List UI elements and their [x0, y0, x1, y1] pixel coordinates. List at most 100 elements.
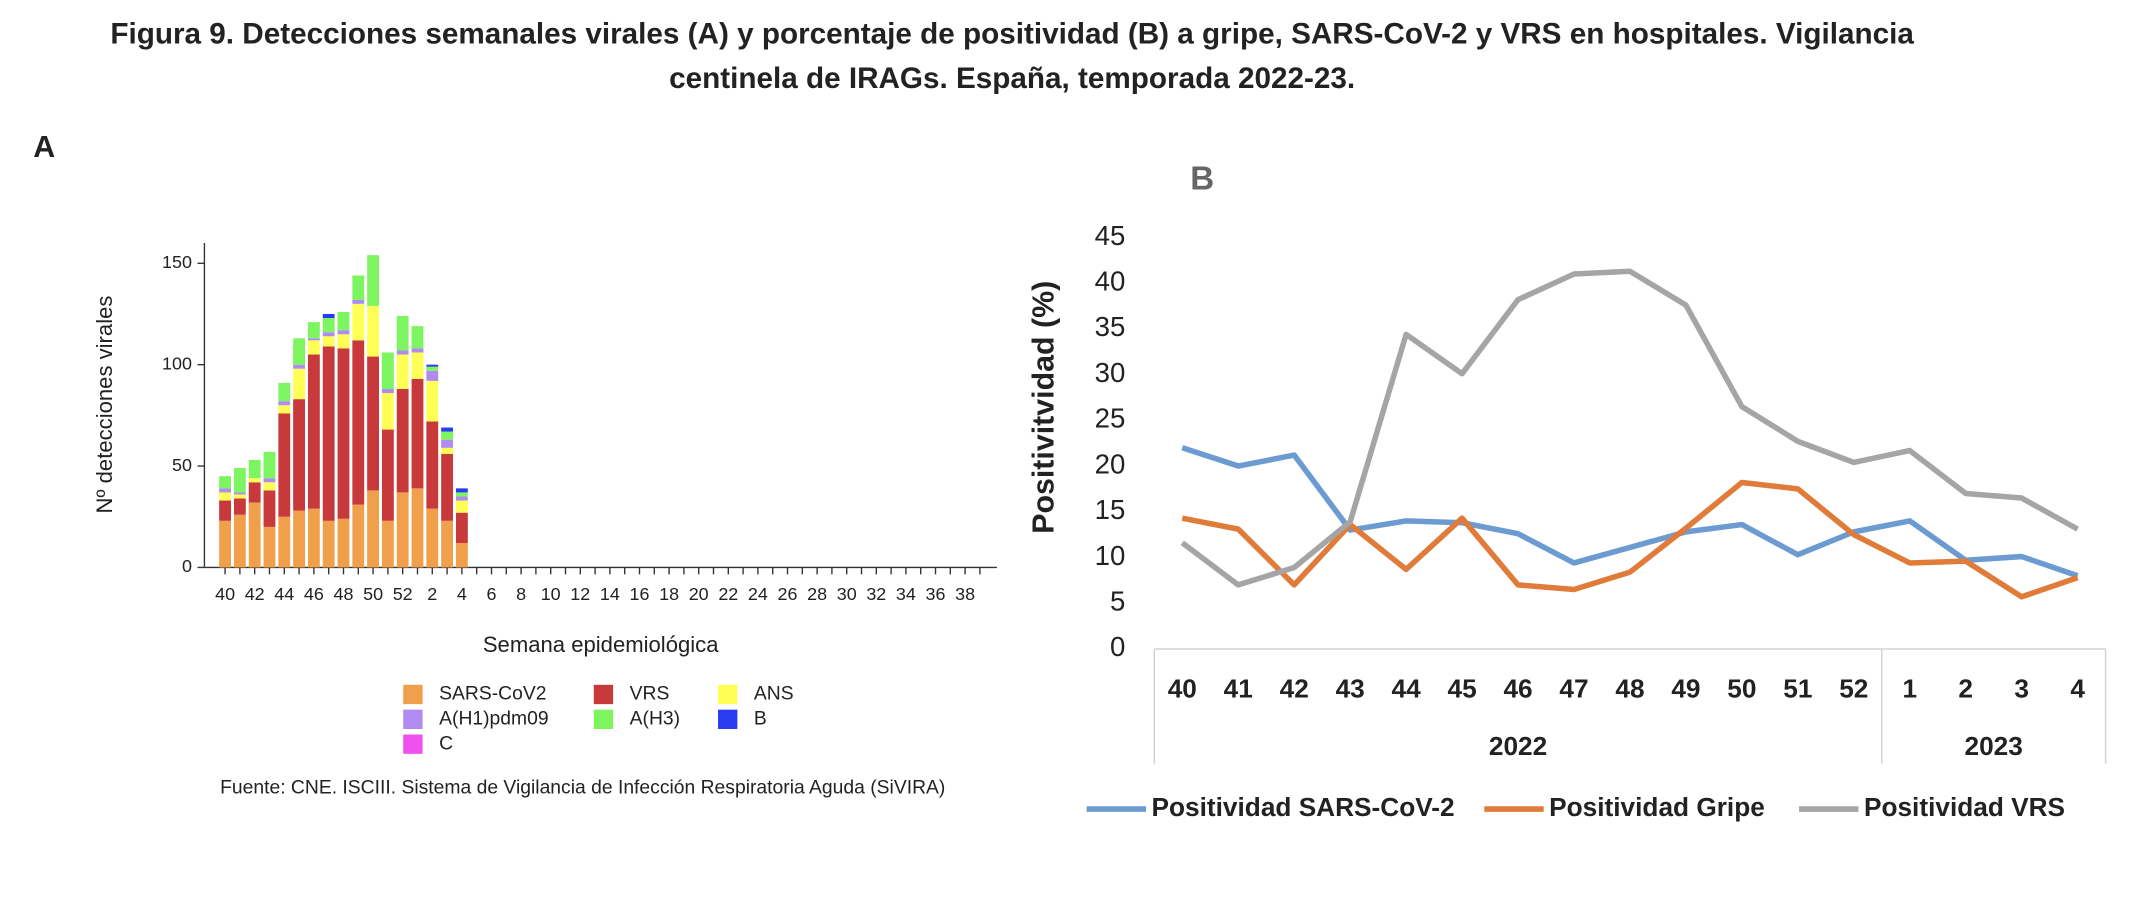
bar-segment	[367, 356, 380, 491]
x-tick-label: 44	[1392, 673, 1422, 703]
bar-segment	[411, 488, 424, 568]
group-label: 2023	[1965, 731, 2023, 761]
bar-segment	[337, 334, 350, 349]
bar-segment	[233, 492, 246, 495]
x-tick-label: 34	[896, 584, 916, 604]
x-tick-label: 44	[274, 584, 294, 604]
bar-segment	[263, 526, 276, 568]
bar-segment	[307, 354, 320, 509]
legend-swatch	[403, 709, 423, 729]
bar-segment	[248, 502, 261, 568]
y-tick-label: 25	[1095, 403, 1126, 434]
bar-segment	[219, 492, 231, 501]
bar-segment	[322, 318, 335, 333]
bar-segment	[278, 401, 291, 406]
bar-segment	[367, 305, 380, 357]
bar-segment	[367, 490, 380, 568]
y-tick-label: 150	[162, 252, 192, 272]
legend-label: VRS	[630, 684, 670, 705]
bar-segment	[441, 439, 454, 448]
x-tick-label: 2	[427, 584, 437, 604]
legend-label: B	[754, 708, 767, 729]
bar-segment	[352, 275, 365, 300]
x-tick-label: 32	[866, 584, 886, 604]
bar-segment	[426, 508, 439, 568]
bar-segment	[367, 255, 380, 306]
y-tick-label: 40	[1095, 265, 1126, 296]
bar-segment	[278, 516, 291, 568]
legend-swatch	[593, 684, 614, 705]
legend-label: A(H1)pdm09	[439, 708, 548, 729]
x-tick-label: 48	[334, 584, 354, 604]
bar-segment	[455, 488, 468, 493]
bar-segment	[337, 330, 350, 335]
x-tick-label: 10	[541, 584, 561, 604]
bar-segment	[426, 366, 439, 371]
title-line: centinela de IRAGs. España, temporada 20…	[669, 62, 1355, 95]
legend-label: C	[439, 733, 453, 754]
x-tick-label: 43	[1336, 673, 1365, 703]
bar-segment	[441, 447, 454, 454]
bar-segment	[337, 518, 350, 568]
x-tick-label: 3	[2014, 673, 2029, 703]
y-tick-label: 0	[1110, 631, 1125, 662]
y-tick-label: 10	[1095, 540, 1126, 571]
y-tick-label: 30	[1095, 357, 1126, 388]
bar-segment	[381, 429, 394, 521]
legend-label: SARS-CoV2	[439, 684, 546, 705]
bar-segment	[219, 520, 231, 568]
x-tick-label: 38	[955, 584, 975, 604]
bar-segment	[263, 482, 276, 491]
legend-swatch	[403, 684, 423, 705]
bar-segment	[293, 364, 305, 369]
bar-segment	[396, 354, 409, 390]
bar-segment	[233, 494, 246, 499]
x-tick-label: 40	[1168, 673, 1197, 703]
bar-segment	[307, 322, 320, 339]
legend-swatch	[403, 734, 423, 754]
bar-segment	[248, 459, 261, 479]
bar-segment	[411, 348, 424, 353]
x-tick-label: 16	[630, 584, 650, 604]
x-tick-label: 50	[1727, 673, 1756, 703]
bar-segment	[441, 453, 454, 521]
bar-segment	[441, 520, 454, 568]
x-tick-label: 49	[1671, 673, 1700, 703]
legend-label: Positividad SARS-CoV-2	[1152, 792, 1455, 822]
bar-segment	[322, 313, 335, 319]
x-tick-label: 41	[1224, 673, 1253, 703]
y-tick-label: 50	[172, 455, 192, 475]
x-tick-label: 12	[570, 584, 590, 604]
x-tick-label: 40	[215, 584, 235, 604]
bar-segment	[441, 431, 454, 440]
bar-segment	[455, 500, 468, 513]
bar-segment	[411, 326, 424, 349]
x-tick-label: 30	[837, 584, 857, 604]
x-tick-label: 14	[600, 584, 620, 604]
title-line: Figura 9. Detecciones semanales virales …	[110, 18, 1914, 51]
x-tick-label: 22	[718, 584, 738, 604]
y-tick-label: 35	[1095, 311, 1126, 342]
bar-segment	[278, 382, 291, 402]
bar-segment	[293, 368, 305, 400]
x-axis-label: Semana epidemiológica	[483, 632, 719, 657]
bar-segment	[455, 496, 468, 501]
bar-segment	[396, 315, 409, 351]
x-tick-label: 48	[1615, 673, 1644, 703]
y-tick-label: 5	[1110, 585, 1125, 616]
y-tick-label: 100	[162, 353, 192, 373]
legend-label: Positividad Gripe	[1549, 792, 1765, 822]
bar-segment	[396, 492, 409, 568]
bar-segment	[219, 500, 231, 521]
x-tick-label: 26	[778, 584, 798, 604]
bar-segment	[426, 421, 439, 509]
bar-segment	[455, 512, 468, 544]
bar-segment	[278, 413, 291, 517]
x-tick-label: 47	[1559, 673, 1588, 703]
bar-segment	[307, 340, 320, 355]
x-tick-label: 8	[516, 584, 526, 604]
x-tick-label: 28	[807, 584, 827, 604]
y-axis-label: Nº detecciones virales	[92, 296, 117, 514]
bar-segment	[455, 492, 468, 497]
